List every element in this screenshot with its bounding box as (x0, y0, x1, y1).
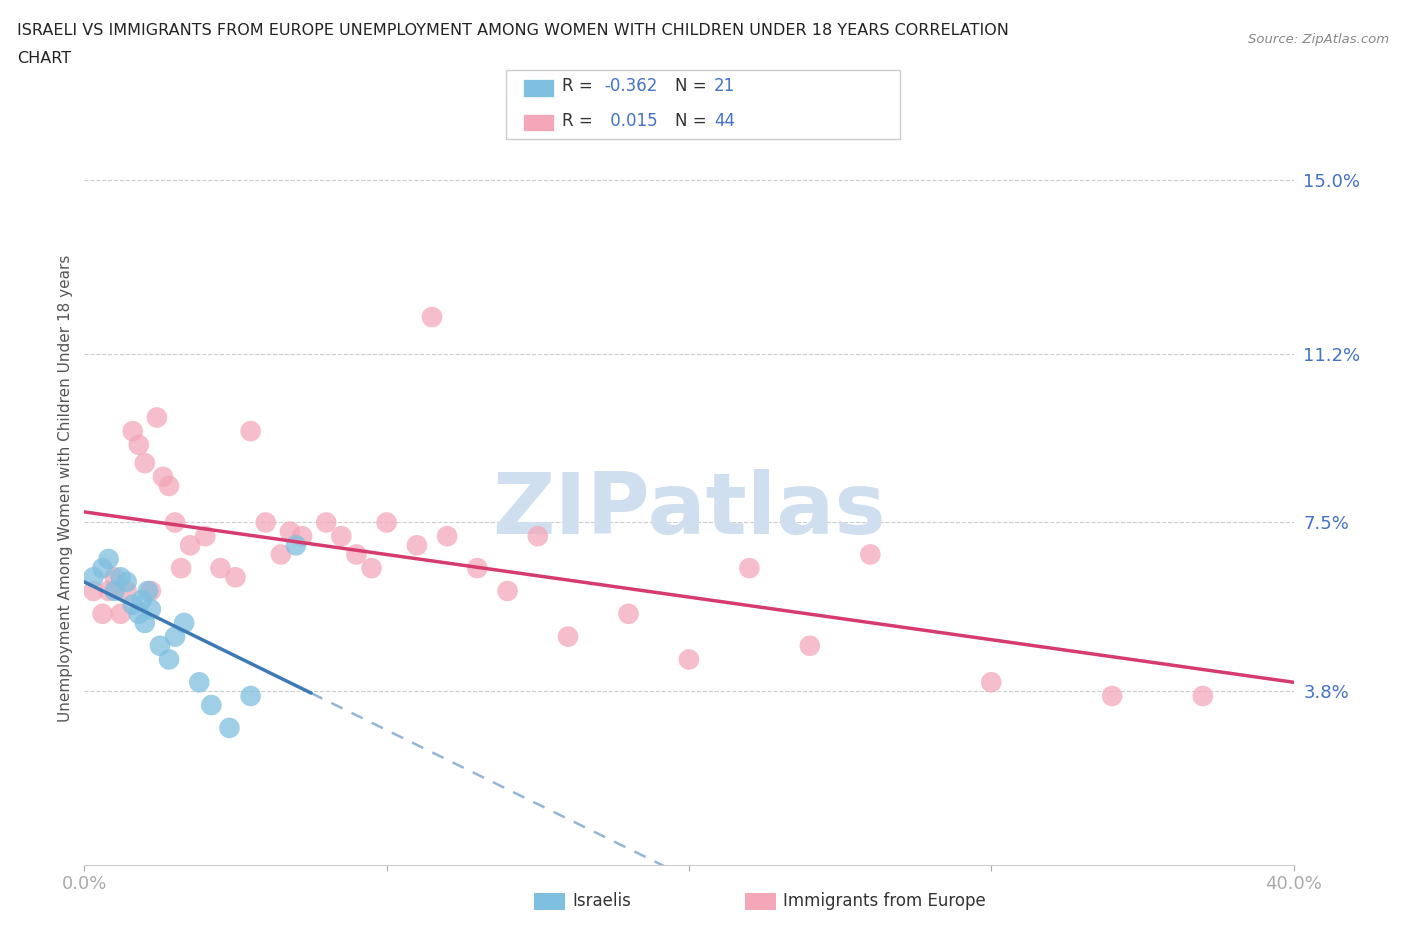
Point (194, 529, 217, 544)
Point (115, 583, 138, 598)
Point (799, 638, 821, 653)
Point (170, 561, 193, 576)
Text: 44: 44 (714, 112, 735, 130)
Point (97, 551, 120, 566)
Y-axis label: Unemployment Among Women with Children Under 18 years: Unemployment Among Women with Children U… (58, 255, 73, 722)
Point (239, 424, 262, 439)
Point (420, 310, 443, 325)
Point (188, 675, 211, 690)
Point (375, 515, 398, 530)
Text: 21: 21 (714, 77, 735, 96)
Point (218, 721, 240, 736)
Point (346, 547, 368, 562)
Point (980, 675, 1002, 690)
Point (128, 437, 150, 452)
Text: R =: R = (562, 77, 599, 96)
Point (136, 583, 159, 598)
Point (270, 547, 292, 562)
Text: N =: N = (675, 77, 711, 96)
Point (557, 630, 579, 644)
Point (859, 547, 882, 562)
Point (131, 592, 153, 607)
Point (254, 515, 277, 530)
Point (330, 529, 353, 544)
Text: Israelis: Israelis (572, 892, 631, 910)
Point (139, 602, 162, 617)
Point (406, 538, 429, 552)
Point (134, 616, 156, 631)
Text: Source: ZipAtlas.com: Source: ZipAtlas.com (1249, 33, 1389, 46)
Point (179, 538, 201, 552)
Text: CHART: CHART (17, 51, 70, 66)
Point (139, 583, 162, 598)
Point (436, 529, 458, 544)
Point (617, 606, 640, 621)
Point (209, 561, 232, 576)
Point (152, 470, 174, 485)
Point (165, 630, 187, 644)
Point (278, 525, 301, 539)
Point (121, 597, 143, 612)
Point (738, 561, 761, 576)
Point (149, 638, 172, 653)
Point (157, 652, 180, 667)
Point (1192, 688, 1215, 703)
Text: -0.362: -0.362 (605, 77, 658, 96)
Point (82, 583, 104, 598)
Point (225, 570, 247, 585)
Point (104, 570, 127, 585)
Point (467, 561, 489, 576)
Point (165, 515, 187, 530)
Point (496, 583, 519, 598)
Text: 0.015: 0.015 (605, 112, 657, 130)
Point (157, 479, 180, 494)
Point (91, 606, 114, 621)
Point (146, 410, 169, 425)
Point (1101, 688, 1123, 703)
Point (115, 575, 138, 590)
Text: ZIPatlas: ZIPatlas (492, 470, 886, 552)
Point (527, 529, 550, 544)
Point (200, 698, 222, 712)
Point (110, 570, 132, 585)
Point (104, 583, 127, 598)
Point (291, 529, 314, 544)
Point (82, 570, 104, 585)
Point (173, 616, 195, 631)
Point (678, 652, 700, 667)
Text: N =: N = (675, 112, 711, 130)
Point (134, 456, 156, 471)
Point (285, 538, 308, 552)
Point (97, 583, 120, 598)
Point (121, 424, 143, 439)
Point (128, 606, 150, 621)
Point (91, 561, 114, 576)
Text: ISRAELI VS IMMIGRANTS FROM EUROPE UNEMPLOYMENT AMONG WOMEN WITH CHILDREN UNDER 1: ISRAELI VS IMMIGRANTS FROM EUROPE UNEMPL… (17, 23, 1008, 38)
Point (360, 561, 382, 576)
Point (315, 515, 337, 530)
Point (239, 688, 262, 703)
Text: R =: R = (562, 112, 599, 130)
Point (110, 606, 132, 621)
Text: Immigrants from Europe: Immigrants from Europe (783, 892, 986, 910)
